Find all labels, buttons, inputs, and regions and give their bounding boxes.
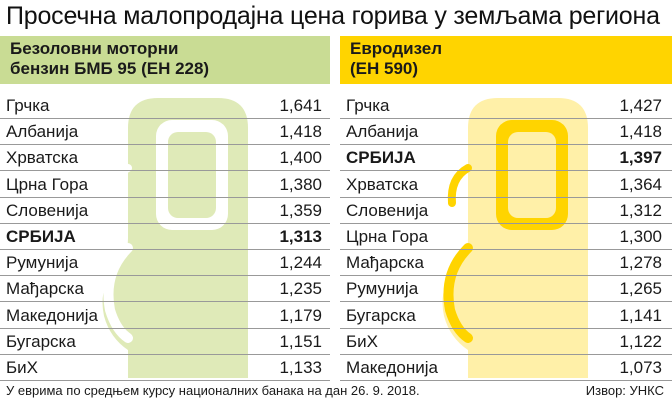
footnote: У еврима по средњем курсу националних ба… [6,383,420,398]
diesel-header: Евродизел (ЕН 590) [340,36,672,84]
gasoline-header: Безоловни моторни бензин БМБ 95 (ЕН 228) [0,36,330,84]
table-row: Бугарска 1,141 [340,304,672,329]
chart-title: Просечна малопродајна цена горива у земљ… [6,2,660,30]
country-label: Албанија [346,122,419,142]
table-row: Румунија 1,265 [340,277,672,303]
country-label: Хрватска [346,174,419,194]
country-label: Словенија [6,200,89,220]
country-label: Мађарска [6,279,84,299]
table-row: Хрватска 1,364 [340,173,672,198]
table-row: Мађарска 1,235 [0,277,330,303]
price-value: 1,380 [279,174,322,194]
country-label: Хрватска [6,148,79,168]
country-label: Мађарска [346,253,424,273]
table-row: Албанија 1,418 [0,120,330,146]
price-value: 1,073 [619,358,662,377]
price-value: 1,312 [619,200,662,220]
price-value: 1,427 [619,96,662,115]
country-label: СРБИЈА [6,227,76,246]
table-row: Бугарска 1,151 [0,330,330,355]
table-row: Словенија 1,312 [340,199,672,224]
price-value: 1,359 [279,200,322,220]
table-row: Црна Гора 1,380 [0,173,330,198]
price-value: 1,400 [279,148,322,168]
table-row: Албанија 1,418 [340,120,672,146]
country-label: БиХ [6,358,38,377]
table-row: Румунија 1,244 [0,251,330,277]
country-label: Бугарска [346,305,416,325]
table-row: СРБИЈА 1,397 [340,146,672,172]
country-label: Бугарска [6,331,76,351]
country-label: Грчка [6,96,50,115]
country-label: Црна Гора [6,174,89,194]
country-label: Македонија [346,358,439,377]
country-label: СРБИЈА [346,148,416,168]
fuel-pump-icon [102,98,248,378]
table-row: БиХ 1,133 [0,356,330,381]
price-value: 1,364 [619,174,662,194]
price-value: 1,418 [279,122,322,142]
country-label: Грчка [346,96,390,115]
price-value: 1,641 [279,96,322,115]
table-row: СРБИЈА 1,313 [0,225,330,250]
table-row: Црна Гора 1,300 [340,225,672,250]
gasoline-panel: Безоловни моторни бензин БМБ 95 (ЕН 228)… [0,36,330,381]
gasoline-header-line-1: Безоловни моторни [10,39,179,58]
table-row: Хрватска 1,400 [0,146,330,172]
price-value: 1,313 [279,227,322,246]
price-value: 1,235 [279,279,322,299]
country-label: Црна Гора [346,227,429,246]
fuel-pump-icon [442,98,588,378]
table-row: Македонија 1,179 [0,304,330,329]
price-value: 1,133 [279,358,322,377]
gasoline-header-line-2: бензин БМБ 95 (ЕН 228) [10,59,210,78]
price-value: 1,300 [619,227,662,246]
price-value: 1,141 [619,305,662,325]
table-row: БиХ 1,122 [340,330,672,355]
table-row: Македонија 1,073 [340,356,672,381]
diesel-panel: Евродизел (ЕН 590) Грчка 1,427 Албанија 1,4… [340,36,672,381]
table-row: Словенија 1,359 [0,199,330,224]
table-row: Мађарска 1,278 [340,251,672,277]
country-label: Румунија [6,253,79,273]
country-label: Македонија [6,305,99,325]
price-value: 1,122 [619,331,662,351]
diesel-header-line-1: Евродизел [350,39,443,58]
price-value: 1,151 [279,331,322,351]
diesel-header-line-2: (ЕН 590) [350,59,419,78]
price-value: 1,179 [279,305,322,325]
source-note: Извор: УНКС [585,383,664,398]
table-row: Грчка 1,427 [340,94,672,119]
price-value: 1,244 [279,253,322,273]
country-label: Словенија [346,200,429,220]
table-row: Грчка 1,641 [0,94,330,119]
country-label: Албанија [6,122,79,142]
price-value: 1,418 [619,122,662,142]
country-label: Румунија [346,279,419,299]
price-value: 1,265 [619,279,662,299]
price-value: 1,278 [619,253,662,273]
country-label: БиХ [346,331,378,351]
price-value: 1,397 [619,148,662,168]
